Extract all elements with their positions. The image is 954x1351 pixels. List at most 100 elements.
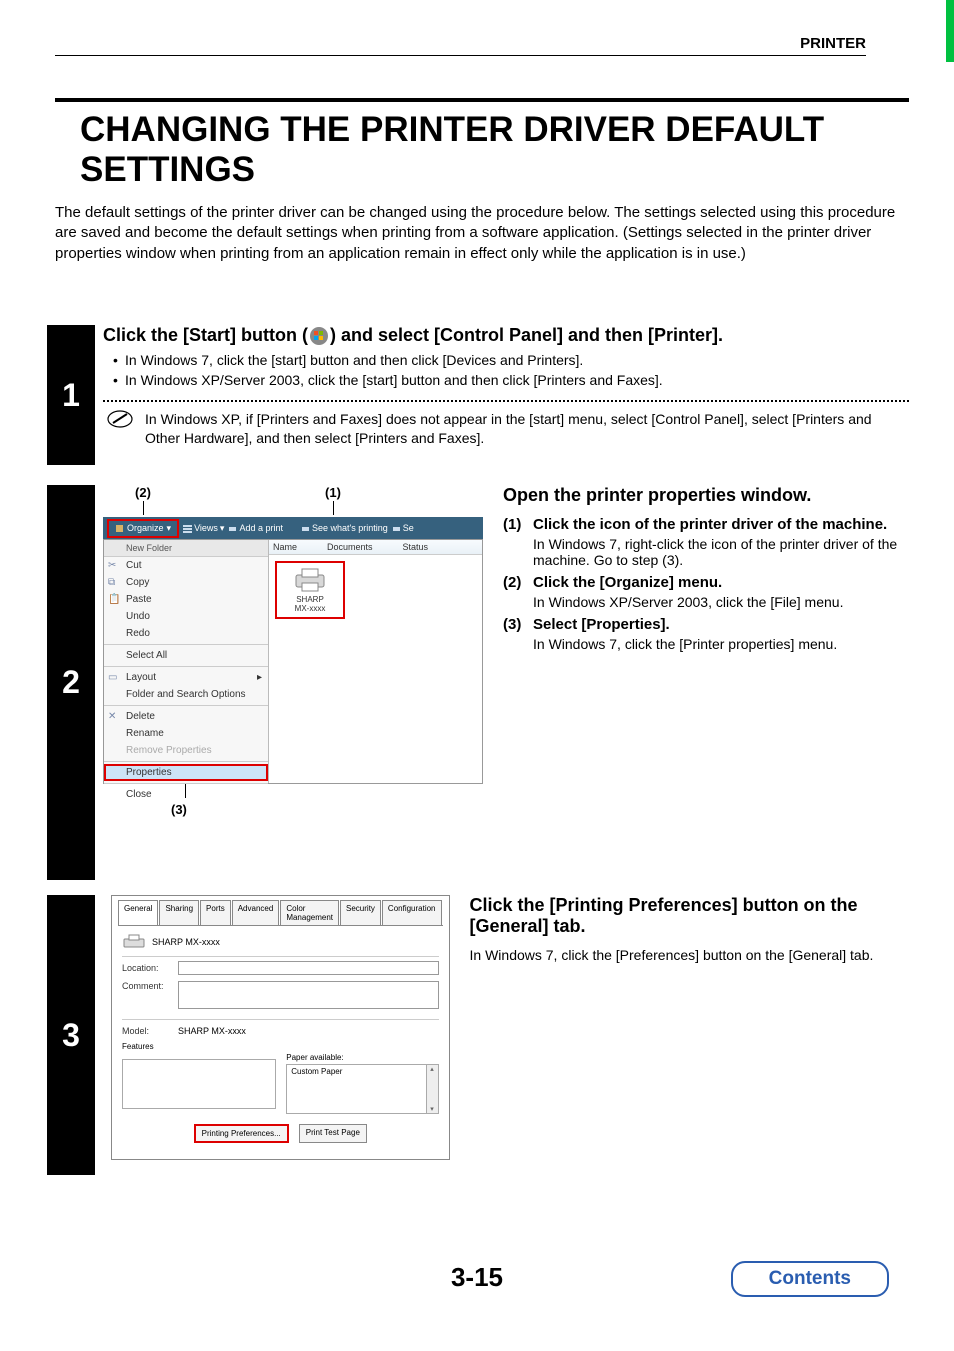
sub-step-3: (3) Select [Properties]. In Windows 7, c… bbox=[503, 616, 909, 652]
tab-ports[interactable]: Ports bbox=[200, 900, 231, 925]
printer-label: SHARP MX-xxxx bbox=[281, 595, 339, 613]
step-1-note-text: In Windows XP, if [Printers and Faxes] d… bbox=[145, 410, 909, 448]
windows-start-icon bbox=[310, 327, 328, 345]
menu-layout[interactable]: ▭ Layout ▸ bbox=[104, 669, 268, 686]
chevron-right-icon: ▸ bbox=[257, 672, 262, 683]
dotted-separator bbox=[103, 400, 909, 402]
menu-separator-2 bbox=[104, 666, 268, 667]
views-button[interactable]: Views ▾ bbox=[183, 523, 224, 534]
sub-1-title: Click the icon of the printer driver of … bbox=[533, 516, 909, 533]
tab-config[interactable]: Configuration bbox=[382, 900, 442, 925]
comment-input[interactable] bbox=[178, 981, 439, 1009]
print-test-page-button[interactable]: Print Test Page bbox=[299, 1124, 367, 1143]
menu-layout-label: Layout bbox=[126, 672, 156, 683]
step-1-heading-a: Click the [Start] button ( bbox=[103, 325, 308, 346]
menu-folder-options[interactable]: Folder and Search Options bbox=[104, 686, 268, 703]
printer-name-value: SHARP MX-xxxx bbox=[152, 937, 220, 947]
menu-paste[interactable]: 📋 Paste bbox=[104, 591, 268, 608]
paper-value: Custom Paper bbox=[291, 1067, 342, 1076]
organize-label: Organize bbox=[127, 523, 164, 533]
sub-1-note: In Windows 7, right-click the icon of th… bbox=[533, 536, 909, 568]
sub-2-note: In Windows XP/Server 2003, click the [Fi… bbox=[533, 594, 843, 610]
step-2-screenshot: (2) (1) Organize ▾ bbox=[103, 485, 483, 865]
step-1-heading: Click the [Start] button ( ) and select … bbox=[103, 325, 909, 346]
callout-2: (2) bbox=[103, 485, 183, 517]
menu-delete[interactable]: ✕ Delete bbox=[104, 708, 268, 725]
page-title: CHANGING THE PRINTER DRIVER DEFAULT SETT… bbox=[80, 110, 904, 191]
callout-1: (1) bbox=[183, 485, 483, 517]
properties-window: General Sharing Ports Advanced Color Man… bbox=[111, 895, 450, 1160]
menu-select-all[interactable]: Select All bbox=[104, 647, 268, 664]
features-label: Features bbox=[122, 1042, 439, 1051]
col-documents: Documents bbox=[327, 542, 373, 552]
note-icon bbox=[107, 410, 133, 428]
add-printer-button[interactable]: Add a print bbox=[228, 523, 283, 533]
menu-copy-label: Copy bbox=[126, 577, 149, 588]
see-printing-button[interactable]: See what's printing bbox=[301, 523, 388, 533]
step-3: 3 General Sharing Ports Advanced Color M… bbox=[47, 895, 909, 1175]
select-button[interactable]: Se bbox=[392, 523, 414, 533]
step-2-instructions: Open the printer properties window. (1) … bbox=[503, 485, 909, 865]
step-1-note: In Windows XP, if [Printers and Faxes] d… bbox=[103, 410, 909, 448]
menu-paste-label: Paste bbox=[126, 594, 152, 605]
sub-3-title: Select [Properties]. bbox=[533, 616, 837, 633]
list-header: Name Documents Status bbox=[269, 540, 482, 555]
sub-2-num: (2) bbox=[503, 574, 533, 610]
printer-icon-cell[interactable]: SHARP MX-xxxx bbox=[275, 561, 345, 619]
menu-separator-3 bbox=[104, 705, 268, 706]
menu-delete-label: Delete bbox=[126, 711, 155, 722]
printing-preferences-button[interactable]: Printing Preferences... bbox=[194, 1124, 289, 1143]
menu-cut[interactable]: ✂Cut bbox=[104, 557, 268, 574]
step-2: 2 (2) (1) Organize bbox=[47, 485, 909, 880]
paste-icon: 📋 bbox=[108, 594, 120, 606]
step-1-bullet-2: In Windows XP/Server 2003, click the [st… bbox=[103, 371, 909, 391]
printer-name-row: SHARP MX-xxxx bbox=[122, 934, 439, 950]
location-label: Location: bbox=[122, 963, 172, 973]
step-3-number: 3 bbox=[47, 895, 95, 1175]
organize-button[interactable]: Organize ▾ bbox=[107, 519, 179, 538]
organize-menu: New Folder ✂Cut ⧉Copy 📋Paste Undo Redo S… bbox=[104, 540, 269, 783]
contents-link[interactable]: Contents bbox=[731, 1261, 889, 1297]
tab-color[interactable]: Color Management bbox=[280, 900, 339, 925]
sub-3-num: (3) bbox=[503, 616, 533, 652]
copy-icon: ⧉ bbox=[108, 577, 120, 589]
sub-1-num: (1) bbox=[503, 516, 533, 568]
sub-3-note: In Windows 7, click the [Printer propert… bbox=[533, 636, 837, 652]
model-label: Model: bbox=[122, 1026, 172, 1036]
menu-cut-label: Cut bbox=[126, 560, 142, 571]
step-3-heading: Click the [Printing Preferences] button … bbox=[470, 895, 909, 937]
tab-sharing[interactable]: Sharing bbox=[159, 900, 199, 925]
col-name: Name bbox=[273, 542, 297, 552]
tab-advanced[interactable]: Advanced bbox=[232, 900, 280, 925]
step-2-heading: Open the printer properties window. bbox=[503, 485, 909, 506]
step-1-number: 1 bbox=[47, 325, 95, 465]
tab-general[interactable]: General bbox=[118, 900, 158, 925]
header-rule bbox=[55, 55, 866, 56]
callout-1-label: (1) bbox=[325, 485, 341, 500]
menu-redo[interactable]: Redo bbox=[104, 625, 268, 642]
explorer-toolbar: Organize ▾ Views ▾ Add a print See w bbox=[103, 517, 483, 539]
menu-copy[interactable]: ⧉ Copy bbox=[104, 574, 268, 591]
see-printing-label: See what's printing bbox=[312, 523, 388, 533]
printer-small-icon bbox=[122, 934, 146, 950]
menu-separator-4 bbox=[104, 761, 268, 762]
add-printer-label: Add a print bbox=[239, 523, 283, 533]
views-label: Views bbox=[194, 523, 218, 533]
tab-security[interactable]: Security bbox=[340, 900, 381, 925]
paper-available-label: Paper available: bbox=[286, 1053, 438, 1062]
sub-step-2: (2) Click the [Organize] menu. In Window… bbox=[503, 574, 909, 610]
menu-properties[interactable]: Properties bbox=[104, 764, 268, 781]
location-input[interactable] bbox=[178, 961, 439, 975]
menu-undo[interactable]: Undo bbox=[104, 608, 268, 625]
sub-step-1: (1) Click the icon of the printer driver… bbox=[503, 516, 909, 568]
delete-icon: ✕ bbox=[108, 711, 120, 723]
page-accent-bar bbox=[946, 0, 954, 62]
menu-rename[interactable]: Rename bbox=[104, 725, 268, 742]
layout-icon: ▭ bbox=[108, 672, 120, 684]
callout-2-label: (2) bbox=[135, 485, 151, 500]
printer-icon bbox=[292, 567, 328, 593]
comment-label: Comment: bbox=[122, 981, 172, 991]
sub-2-title: Click the [Organize] menu. bbox=[533, 574, 843, 591]
printer-list-panel: Name Documents Status SHARP MX-xxxx bbox=[269, 540, 482, 783]
paper-scrollbar[interactable]: ▴▾ bbox=[426, 1065, 438, 1113]
